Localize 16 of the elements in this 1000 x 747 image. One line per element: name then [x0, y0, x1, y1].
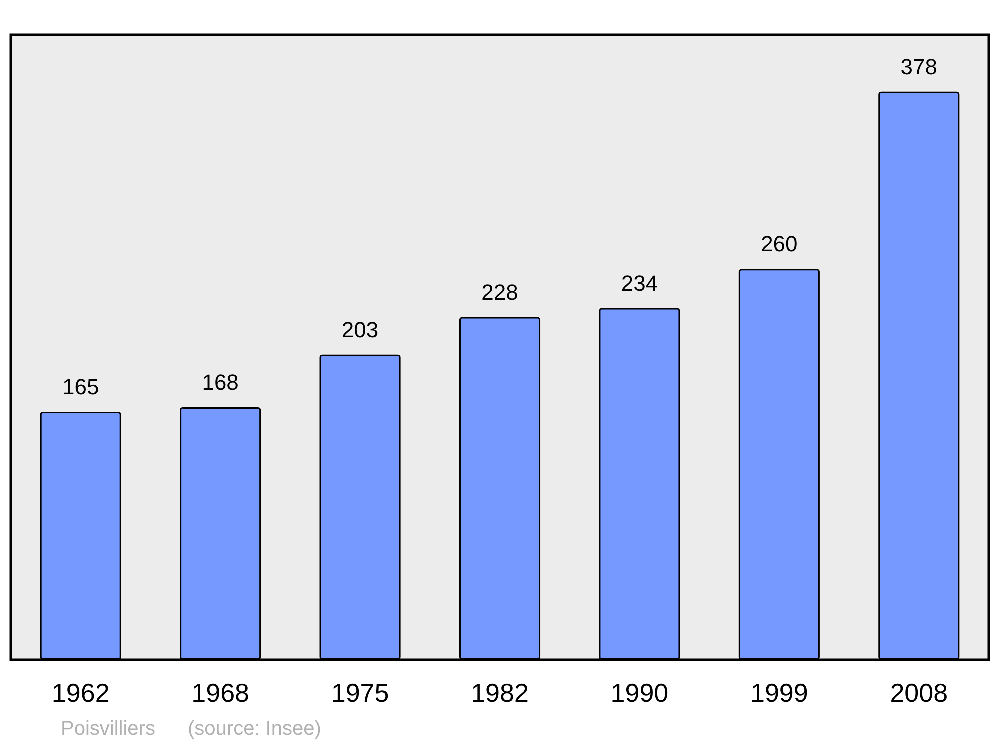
x-tick-label: 1982 [471, 678, 529, 708]
text: (source: Insee) [188, 718, 322, 740]
data-label: 234 [621, 270, 658, 296]
text: Poisvilliers [61, 718, 156, 740]
data-label: 378 [900, 54, 938, 80]
x-tick-label: 2008 [890, 678, 948, 708]
data-label: 165 [62, 374, 100, 400]
x-tick-label: 1962 [52, 678, 110, 708]
data-label: 260 [761, 232, 798, 257]
data-label: 228 [482, 280, 518, 305]
data-label: 168 [202, 370, 239, 395]
x-tick-label: 1990 [610, 678, 669, 708]
data-label: 203 [342, 317, 379, 342]
x-tick-label: 1975 [331, 678, 390, 708]
x-tick-label: 1999 [750, 678, 808, 708]
x-tick-label: 1968 [192, 678, 250, 708]
